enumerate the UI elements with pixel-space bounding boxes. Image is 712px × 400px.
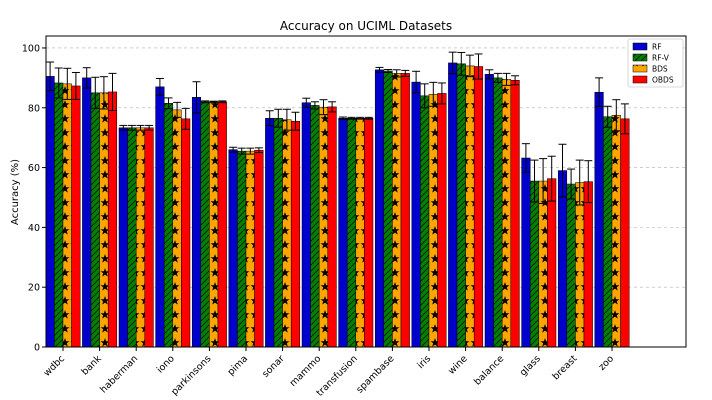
bar-rf-iono (155, 86, 165, 348)
bar-hatch (237, 151, 246, 347)
y-tick-label: 40 (28, 223, 40, 234)
legend-swatch (632, 75, 648, 84)
bar-rf-sonar (265, 117, 275, 348)
legend: RF RF-V BDS OBDS (627, 38, 684, 88)
bar-rf-zoo (594, 91, 604, 348)
bar-rf-haberman (118, 127, 128, 348)
bar-rf-parkinsons (191, 97, 202, 348)
legend-label: RF (652, 43, 662, 52)
legend-label: BDS (652, 65, 668, 74)
bar-hatch (420, 95, 429, 347)
bar-hatch (200, 101, 210, 348)
bar-hatch (465, 65, 475, 348)
bar-hatch (136, 127, 145, 347)
y-axis: 0 20 40 60 80 100 (22, 43, 46, 354)
bar-hatch (246, 151, 255, 347)
bar-obds-zoo (620, 118, 630, 348)
y-tick-label: 0 (34, 343, 40, 354)
bar-obds-wdbc (71, 85, 81, 348)
y-tick-label: 100 (22, 43, 40, 54)
bar-hatch (91, 92, 100, 347)
bar-hatch (383, 70, 393, 348)
bars-group (45, 62, 630, 348)
bar-hatch (282, 119, 292, 347)
bar-hatch (538, 181, 548, 347)
y-tick-label: 20 (28, 283, 40, 294)
bar-hatch (457, 63, 466, 347)
bar-hatch (502, 79, 511, 347)
chart-title: Accuracy on UCIML Datasets (280, 19, 452, 33)
bar-hatch (429, 94, 438, 347)
legend-label: RF-V (652, 54, 670, 63)
bar-hatch (54, 82, 63, 347)
bar-hatch (209, 101, 218, 348)
bar-obds-iono (181, 118, 191, 348)
bar-rf-wdbc (45, 76, 55, 348)
bar-hatch (575, 182, 584, 347)
bar-hatch (392, 73, 401, 347)
bar-obds-wine (473, 66, 484, 348)
bar-hatch (347, 118, 356, 347)
bar-obds-mammo (327, 106, 337, 348)
bar-rf-glass (521, 157, 531, 348)
bar-obds-breast (583, 181, 593, 348)
bar-hatch (63, 83, 72, 347)
bar-hatch (310, 105, 320, 347)
bar-rf-transfusion (338, 117, 348, 348)
bar-rf-wine (448, 62, 458, 348)
y-tick-label: 60 (28, 163, 40, 174)
bar-rf-pima (228, 149, 238, 348)
bar-obds-glass (547, 178, 557, 348)
plot-area-frame (45, 35, 687, 348)
legend-swatch (632, 42, 648, 51)
bar-obds-sonar (290, 120, 301, 348)
bar-rf-iris (411, 81, 421, 348)
bar-hatch (566, 184, 576, 347)
bar-rf-balance (484, 74, 494, 348)
bar-obds-balance (510, 80, 520, 348)
bar-obds-iris (437, 93, 447, 348)
legend-label: OBDS (652, 76, 674, 85)
bar-hatch (164, 103, 173, 347)
bar-hatch (274, 118, 283, 347)
y-tick-label: 80 (28, 103, 40, 114)
bar-hatch (99, 92, 109, 347)
legend-swatch-hatch (633, 54, 647, 61)
error-bars-group (46, 51, 629, 206)
bar-hatch (127, 127, 137, 347)
y-axis-label: Accuracy (%) (10, 159, 21, 225)
bar-obds-transfusion (364, 117, 374, 348)
bar-obds-pima (254, 149, 264, 348)
bar-obds-spambase (400, 73, 410, 348)
bar-rf-spambase (374, 69, 385, 348)
bar-obds-haberman (144, 127, 154, 348)
bar-hatch (319, 107, 328, 348)
bar-hatch (603, 116, 612, 347)
bar-hatch (172, 109, 182, 347)
bar-obds-bank (107, 91, 118, 348)
bar-hatch (493, 77, 503, 347)
bar-rf-mammo (301, 102, 311, 348)
bar-obds-parkinsons (217, 101, 227, 348)
legend-swatch-hatch (633, 65, 647, 72)
bar-hatch (612, 115, 621, 347)
bar-hatch (530, 181, 539, 347)
bar-rf-bank (82, 77, 92, 348)
legend-box (627, 38, 684, 88)
bar-hatch (355, 118, 365, 347)
